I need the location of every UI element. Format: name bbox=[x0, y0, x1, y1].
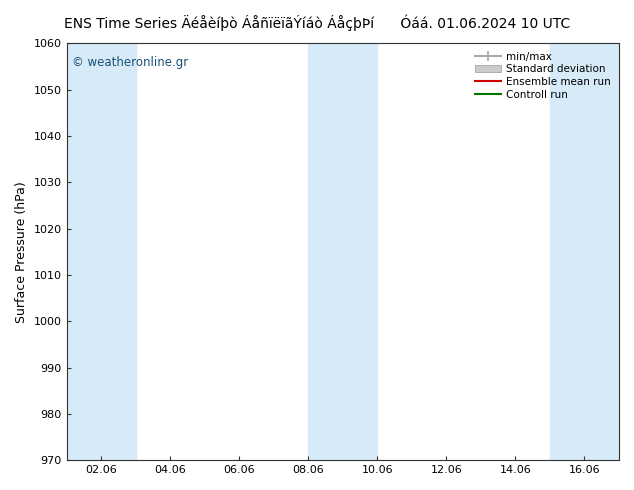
Legend: min/max, Standard deviation, Ensemble mean run, Controll run: min/max, Standard deviation, Ensemble me… bbox=[472, 49, 614, 103]
Bar bbox=[67, 44, 136, 460]
Text: © weatheronline.gr: © weatheronline.gr bbox=[72, 56, 188, 69]
Text: ENS Time Series Äéåèíþò ÁåñïëïãÝíáò ÁåçþÞí      Óáá. 01.06.2024 10 UTC: ENS Time Series Äéåèíþò ÁåñïëïãÝíáò Áåçþ… bbox=[64, 15, 570, 31]
Y-axis label: Surface Pressure (hPa): Surface Pressure (hPa) bbox=[15, 181, 28, 323]
Bar bbox=[308, 44, 377, 460]
Bar bbox=[550, 44, 619, 460]
